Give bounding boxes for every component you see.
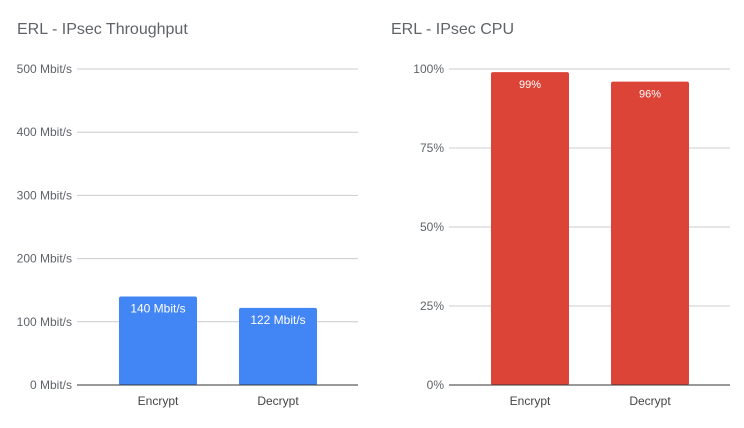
cpu-data-label-decrypt: 96% — [639, 89, 661, 101]
throughput-chart-title: ERL - IPsec Throughput — [17, 21, 188, 38]
throughput-y-tick-label: 100 Mbit/s — [17, 315, 72, 329]
throughput-y-tick-label: 300 Mbit/s — [17, 188, 72, 202]
throughput-data-label-decrypt: 122 Mbit/s — [250, 313, 305, 327]
cpu-y-tick-label: 100% — [413, 62, 444, 76]
cpu-bar-decrypt — [611, 81, 689, 385]
cpu-chart-title: ERL - IPsec CPU — [391, 21, 514, 38]
cpu-y-tick-label: 75% — [420, 141, 444, 155]
throughput-x-tick-label: Decrypt — [257, 394, 299, 408]
throughput-y-tick-label: 200 Mbit/s — [17, 252, 72, 266]
cpu-y-tick-label: 50% — [420, 220, 444, 234]
cpu-bar-encrypt — [491, 72, 569, 385]
throughput-bar-decrypt — [239, 307, 317, 385]
cpu-x-tick-label: Encrypt — [510, 394, 551, 408]
throughput-chart: 0 Mbit/s 100 Mbit/s 200 Mbit/s 300 Mbit/s 40… — [17, 62, 358, 408]
throughput-data-label-encrypt: 140 Mbit/s — [130, 302, 185, 316]
throughput-y-tick-label: 400 Mbit/s — [17, 125, 72, 139]
throughput-y-tick-label: 500 Mbit/s — [17, 62, 72, 76]
cpu-data-label-encrypt: 99% — [519, 79, 541, 91]
throughput-x-tick-label: Encrypt — [138, 394, 179, 408]
cpu-y-tick-label: 25% — [420, 299, 444, 313]
cpu-y-tick-label: 0% — [427, 378, 445, 392]
throughput-bar-encrypt — [119, 296, 197, 385]
cpu-x-tick-label: Decrypt — [629, 394, 671, 408]
cpu-chart: 0% 25% 50% 75% 100% 99% Encrypt 96% Decrypt — [413, 62, 730, 408]
throughput-y-tick-label: 0 Mbit/s — [30, 378, 72, 392]
